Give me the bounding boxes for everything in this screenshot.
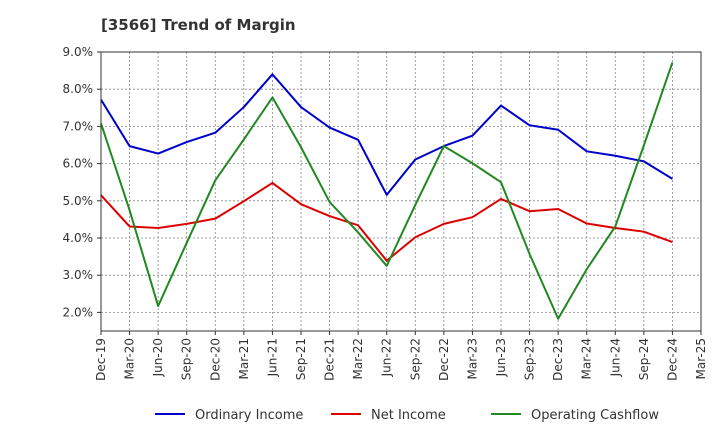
y-axis-ticks: 2.0% 3.0% 4.0% 5.0% 6.0% 7.0% 8.0% 9.0% (63, 45, 101, 319)
chart-title: [3566] Trend of Margin (101, 16, 296, 34)
x-tick-label: Jun-23 (494, 338, 508, 377)
x-tick-label: Sep-23 (523, 338, 537, 380)
y-tick-label: 6.0% (63, 157, 94, 171)
y-tick-label: 4.0% (63, 231, 94, 245)
series-layer (100, 62, 674, 320)
x-tick-label: Mar-25 (694, 338, 708, 379)
x-tick-label: Dec-22 (437, 338, 451, 381)
y-tick-label: 5.0% (63, 194, 94, 208)
legend-label-net-income: Net Income (371, 408, 446, 423)
y-tick-label: 8.0% (63, 82, 94, 96)
x-tick-label: Dec-21 (323, 338, 337, 381)
x-tick-label: Mar-24 (580, 338, 594, 379)
x-tick-label: Mar-23 (465, 338, 479, 379)
legend-label-ordinary-income: Ordinary Income (195, 408, 303, 423)
y-tick-label: 3.0% (63, 268, 94, 282)
x-tick-label: Mar-21 (237, 338, 251, 379)
x-tick-label: Dec-24 (665, 338, 679, 381)
x-axis-ticks: Dec-19 Mar-20 Jun-20 Sep-20 Dec-20 Mar-21 Jun-… (94, 331, 708, 381)
x-tick-label: Jun-21 (265, 338, 279, 377)
x-tick-label: Jun-20 (151, 338, 165, 377)
y-tick-label: 9.0% (63, 45, 94, 59)
legend: Ordinary Income Net Income Operating Cashf… (155, 408, 659, 423)
x-tick-label: Sep-21 (294, 338, 308, 380)
x-tick-label: Sep-20 (180, 338, 194, 380)
series-line-operating-cashflow (100, 62, 674, 320)
x-tick-label: Mar-20 (123, 338, 137, 379)
y-tick-label: 7.0% (63, 119, 94, 133)
x-tick-label: Sep-22 (408, 338, 422, 380)
grid-layer (100, 51, 702, 331)
x-tick-label: Dec-23 (551, 338, 565, 381)
series-line-ordinary-income (100, 73, 673, 196)
x-tick-label: Dec-20 (208, 338, 222, 381)
plot-frame (100, 51, 702, 332)
x-tick-label: Jun-24 (608, 338, 622, 377)
legend-label-operating-cashflow: Operating Cashflow (531, 408, 659, 423)
x-tick-label: Mar-22 (351, 338, 365, 379)
x-tick-label: Dec-19 (94, 338, 108, 381)
x-tick-label: Jun-22 (380, 338, 394, 377)
y-tick-label: 2.0% (63, 305, 94, 319)
x-tick-label: Sep-24 (637, 338, 651, 380)
